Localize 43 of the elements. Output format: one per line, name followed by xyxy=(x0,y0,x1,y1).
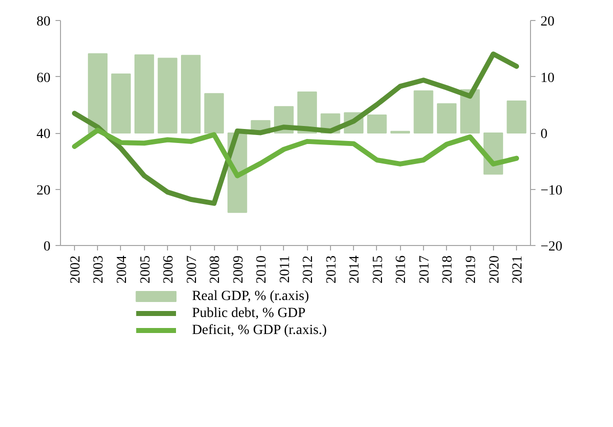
x-tick-label: 2011 xyxy=(278,255,293,283)
x-tick-label: 2018 xyxy=(440,256,456,284)
bar xyxy=(134,54,154,134)
bar xyxy=(436,103,457,134)
bar xyxy=(111,73,131,134)
x-tick-label: 2004 xyxy=(114,256,130,284)
x-tick-label: 2017 xyxy=(417,256,432,284)
bar xyxy=(158,58,178,134)
x-tick-label: 2020 xyxy=(487,256,502,284)
y-tick-label: 40 xyxy=(36,127,50,142)
y-tick-label: 80 xyxy=(36,14,50,30)
legend-label: Real GDP, % (r.axis) xyxy=(192,289,310,304)
x-tick-label: 2012 xyxy=(301,256,316,284)
y-tick-label: 60 xyxy=(36,70,50,86)
x-tick-label: 2010 xyxy=(254,256,270,284)
y-tick-label: 20 xyxy=(36,183,50,198)
bar xyxy=(506,100,526,134)
y-tick-label: 0 xyxy=(44,240,50,254)
y2-tick-label: 20 xyxy=(540,14,554,30)
bar xyxy=(367,114,387,134)
y2-tick-label: −20 xyxy=(540,240,562,254)
bar xyxy=(414,90,434,134)
x-tick-label: 2014 xyxy=(348,256,363,284)
x-tick-label: 2021 xyxy=(510,256,526,284)
bar xyxy=(204,93,224,134)
x-tick-label: 2006 xyxy=(162,256,177,284)
y2-tick-label: 0 xyxy=(540,127,548,142)
x-tick-label: 2008 xyxy=(208,256,224,284)
x-tick-label: 2019 xyxy=(464,256,480,284)
x-tick-label: 2015 xyxy=(370,256,386,284)
bar xyxy=(180,54,201,134)
y2-tick-label: −10 xyxy=(540,183,562,198)
x-tick-label: 2016 xyxy=(394,256,410,284)
legend-label: Deficit, % GDP (r.axis.) xyxy=(192,323,328,338)
x-tick-label: 2003 xyxy=(92,256,107,284)
y2-tick-label: 10 xyxy=(540,70,554,86)
x-tick-label: 2005 xyxy=(138,256,154,284)
x-tick-label: 2009 xyxy=(231,256,246,284)
x-tick-label: 2002 xyxy=(68,256,84,284)
x-tick-label: 2007 xyxy=(184,256,200,284)
bar xyxy=(88,53,108,134)
legend-label: Public debt, % GDP xyxy=(192,306,306,321)
x-tick-label: 2013 xyxy=(324,256,340,284)
